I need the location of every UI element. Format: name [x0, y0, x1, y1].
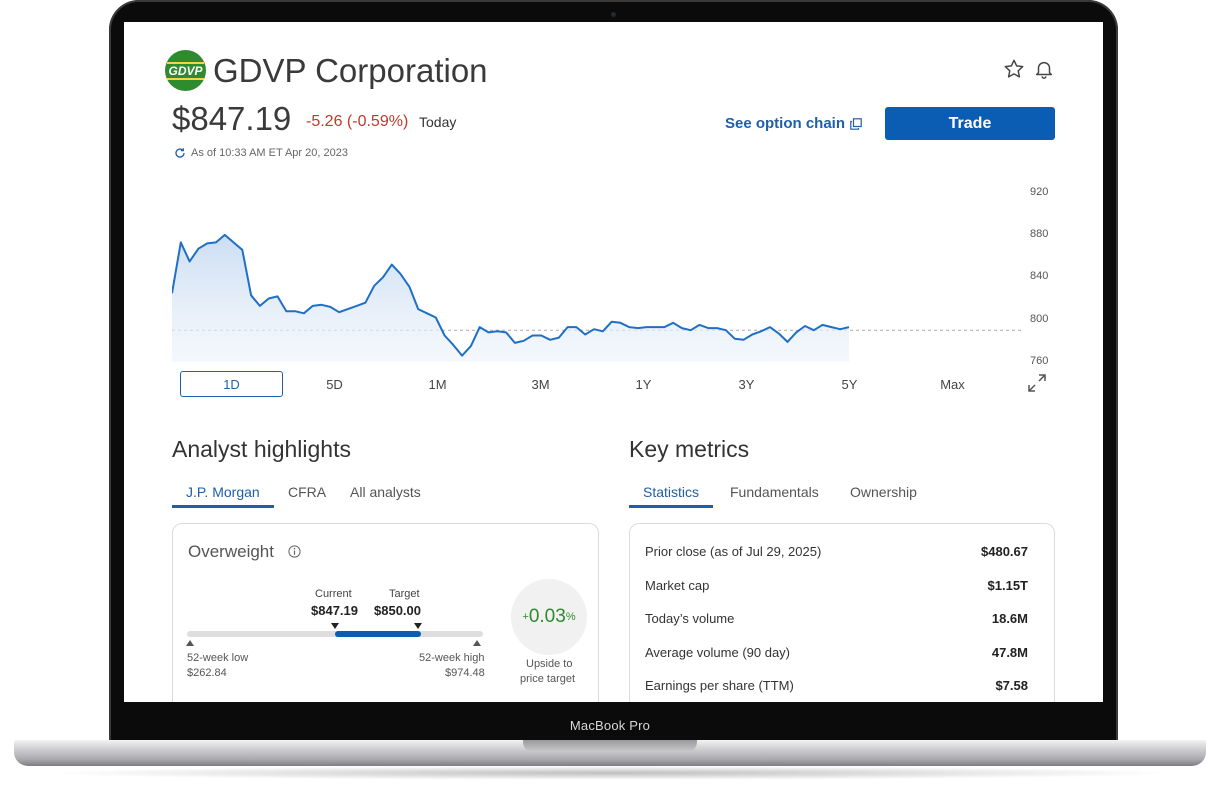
range-max[interactable]: Max — [901, 371, 1004, 397]
laptop-notch — [523, 740, 697, 752]
tab-jp-morgan[interactable]: J.P. Morgan — [172, 482, 274, 508]
target-value: $850.00 — [374, 603, 421, 618]
company-logo: GDVP — [165, 50, 206, 91]
upside-caption-2: price target — [520, 673, 576, 685]
current-label: Current — [315, 588, 352, 600]
external-link-icon — [850, 117, 862, 130]
upside-sign: + — [522, 611, 529, 623]
y-tick-label: 800 — [1030, 312, 1049, 325]
upside-value: 0.03 — [528, 606, 566, 627]
info-icon[interactable] — [288, 545, 301, 558]
upside-caption-1: Upside to — [526, 658, 573, 670]
range-3m[interactable]: 3M — [489, 371, 592, 397]
metric-value: $7.58 — [995, 678, 1028, 693]
metric-row: Today’s volume 18.6M — [645, 611, 1028, 631]
price-area — [172, 234, 849, 362]
bell-icon[interactable] — [1033, 58, 1055, 80]
laptop-shadow — [40, 766, 1180, 780]
target-label: Target — [389, 588, 420, 600]
metric-value: $480.67 — [981, 544, 1028, 559]
metric-value: 18.6M — [991, 611, 1028, 626]
option-chain-label: See option chain — [725, 115, 846, 132]
logo-text: GDVP — [167, 61, 204, 80]
low-label: 52-week low — [187, 652, 249, 664]
metric-value: $1.15T — [987, 578, 1028, 593]
target-marker — [414, 623, 422, 629]
device-label: MacBook Pro — [569, 718, 651, 733]
tab-all-analysts[interactable]: All analysts — [350, 484, 421, 500]
metrics-card: Prior close (as of Jul 29, 2025) $480.67… — [629, 523, 1055, 702]
upside-unit: % — [565, 611, 576, 623]
refresh-icon[interactable] — [174, 147, 186, 159]
metric-row: Prior close (as of Jul 29, 2025) $480.67 — [645, 544, 1028, 564]
low-marker — [186, 640, 194, 646]
price-line — [171, 233, 850, 357]
y-tick-label: 760 — [1030, 355, 1049, 367]
timestamp: As of 10:33 AM ET Apr 20, 2023 — [191, 147, 348, 159]
stock-price: $847.19 — [172, 100, 292, 137]
current-marker — [331, 623, 339, 629]
metric-row: Average volume (90 day) 47.8M — [645, 645, 1028, 665]
y-tick-label: 920 — [1030, 185, 1049, 198]
price-chart: 920 880 840 800 760 — [171, 182, 1052, 367]
metric-label: Earnings per share (TTM) — [645, 678, 794, 693]
range-1y[interactable]: 1Y — [592, 371, 695, 397]
tab-ownership[interactable]: Ownership — [850, 484, 917, 500]
expand-icon[interactable] — [1027, 373, 1047, 393]
change-period: Today — [419, 114, 457, 130]
metric-label: Market cap — [645, 578, 710, 593]
metrics-tabs: Statistics Fundamentals Ownership — [629, 482, 1059, 512]
tab-fundamentals[interactable]: Fundamentals — [730, 484, 819, 500]
upside-badge: + 0.03 % — [511, 579, 587, 655]
range-bar-fill — [335, 631, 421, 637]
metric-label: Today’s volume — [645, 611, 735, 626]
high-value: $974.48 — [445, 667, 485, 679]
range-3y[interactable]: 3Y — [695, 371, 798, 397]
option-chain-link[interactable]: See option chain — [725, 115, 862, 132]
trade-button[interactable]: Trade — [885, 107, 1055, 140]
current-value: $847.19 — [311, 603, 358, 618]
star-icon[interactable] — [1003, 58, 1025, 80]
analyst-tabs: J.P. Morgan CFRA All analysts — [172, 482, 602, 512]
analyst-rating: Overweight — [188, 542, 274, 561]
metric-row: Earnings per share (TTM) $7.58 — [645, 678, 1028, 698]
range-1m[interactable]: 1M — [386, 371, 489, 397]
y-tick-label: 840 — [1030, 270, 1049, 283]
low-value: $262.84 — [187, 667, 227, 679]
key-metrics-title: Key metrics — [629, 436, 750, 462]
range-5y[interactable]: 5Y — [798, 371, 901, 397]
price-chart-svg — [171, 233, 1022, 362]
camera-icon — [611, 12, 616, 17]
price-change: -5.26 (-0.59%) — [306, 113, 409, 130]
metric-value: 47.8M — [991, 645, 1028, 660]
analyst-card: Overweight Current $847.19 Target $850.0… — [172, 523, 599, 702]
screen: GDVP GDVP Corporation $847.19 -5.26 (-0.… — [124, 22, 1103, 702]
high-label: 52-week high — [419, 652, 485, 664]
range-1d[interactable]: 1D — [180, 371, 283, 397]
metric-label: Average volume (90 day) — [645, 645, 791, 660]
tab-statistics[interactable]: Statistics — [629, 482, 714, 508]
tab-cfra[interactable]: CFRA — [288, 484, 327, 500]
metric-label: Prior close (as of Jul 29, 2025) — [645, 544, 822, 559]
y-tick-label: 880 — [1030, 227, 1049, 240]
analyst-highlights-title: Analyst highlights — [172, 436, 351, 462]
time-range-selector: 1D 5D 1M 3M 1Y 3Y 5Y Max — [180, 371, 1050, 397]
high-marker — [473, 640, 481, 646]
range-5d[interactable]: 5D — [283, 371, 386, 397]
company-name: GDVP Corporation — [213, 52, 488, 89]
metric-row: Market cap $1.15T — [645, 578, 1028, 598]
